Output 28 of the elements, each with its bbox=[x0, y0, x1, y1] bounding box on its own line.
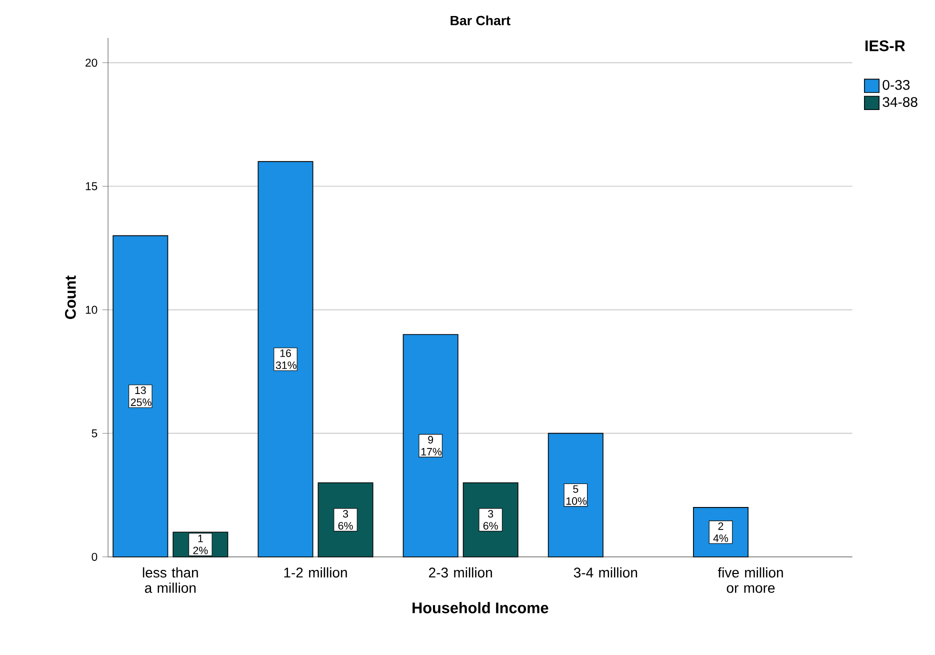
y-tick-label: 10 bbox=[86, 306, 98, 314]
y-tick-label: 0 bbox=[92, 552, 98, 561]
data-label: 9 17% bbox=[421, 436, 442, 456]
bar bbox=[112, 235, 168, 558]
x-axis-title: Household Income bbox=[412, 602, 548, 614]
bar bbox=[258, 161, 314, 558]
data-label: 16 31% bbox=[276, 349, 296, 370]
x-tick-label: 1-2 million bbox=[284, 567, 347, 578]
x-tick-label: 3-4 million bbox=[574, 567, 638, 578]
data-label: 3 6% bbox=[338, 510, 353, 530]
chart-title: Bar Chart bbox=[450, 16, 510, 26]
x-tick-label: 2-3 million bbox=[429, 567, 492, 578]
y-axis-title: Count bbox=[65, 276, 76, 320]
legend-label: 0-33 bbox=[882, 80, 910, 90]
data-label: 1 2% bbox=[193, 534, 208, 554]
bar bbox=[402, 334, 458, 558]
y-tick-label: 5 bbox=[92, 429, 98, 438]
data-label: 5 10% bbox=[566, 485, 587, 505]
legend-label: 34-88 bbox=[882, 97, 918, 108]
y-tick-label: 15 bbox=[86, 182, 98, 190]
data-label: 2 4% bbox=[713, 522, 728, 542]
legend-title: IES-R bbox=[865, 40, 906, 52]
data-label: 13 25% bbox=[130, 386, 152, 406]
x-tick-label: five million or more bbox=[718, 567, 783, 593]
x-tick-label: less than a million bbox=[142, 567, 198, 593]
bar bbox=[548, 432, 604, 558]
data-label: 3 6% bbox=[483, 510, 498, 530]
y-tick-label: 20 bbox=[86, 58, 98, 67]
